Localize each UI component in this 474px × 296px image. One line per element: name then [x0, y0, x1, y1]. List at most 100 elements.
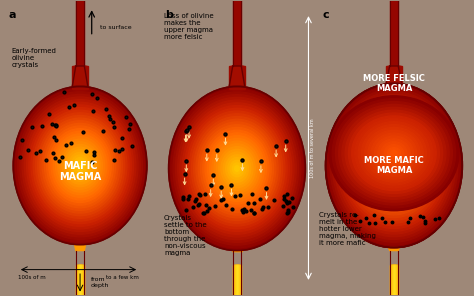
Ellipse shape — [191, 114, 283, 223]
Ellipse shape — [24, 100, 136, 231]
Polygon shape — [232, 66, 242, 86]
Bar — [391, 66, 397, 86]
Bar — [234, 66, 240, 89]
Bar — [236, 265, 238, 295]
Polygon shape — [234, 66, 240, 86]
Ellipse shape — [371, 138, 417, 193]
Bar — [387, 66, 401, 86]
Ellipse shape — [169, 86, 305, 250]
Text: c: c — [322, 10, 329, 20]
Text: Early-formed
olivine
crystals: Early-formed olivine crystals — [12, 48, 56, 68]
Polygon shape — [386, 66, 401, 83]
Polygon shape — [393, 66, 395, 83]
Ellipse shape — [339, 100, 448, 231]
Ellipse shape — [187, 108, 287, 229]
Ellipse shape — [384, 145, 404, 162]
Ellipse shape — [33, 110, 127, 221]
Bar — [389, 66, 399, 86]
Ellipse shape — [330, 89, 458, 242]
Ellipse shape — [387, 157, 401, 174]
Polygon shape — [79, 66, 82, 86]
Text: MORE MAFIC
MAGMA: MORE MAFIC MAGMA — [364, 156, 424, 175]
Polygon shape — [230, 66, 244, 86]
Bar — [235, 265, 239, 295]
Ellipse shape — [365, 130, 424, 201]
Ellipse shape — [383, 152, 405, 179]
Bar — [77, 265, 83, 295]
Ellipse shape — [64, 147, 96, 184]
Ellipse shape — [329, 96, 459, 211]
Text: 100s of m to several km: 100s of m to several km — [310, 118, 315, 178]
Ellipse shape — [352, 116, 436, 191]
Bar — [229, 66, 245, 89]
Bar — [80, 265, 81, 295]
Ellipse shape — [76, 160, 84, 171]
Polygon shape — [235, 66, 239, 86]
Bar — [235, 265, 239, 295]
Ellipse shape — [217, 144, 257, 193]
Polygon shape — [230, 66, 244, 86]
Polygon shape — [387, 66, 401, 83]
Text: Crystals
settle to the
bottom
through the
non-viscous
magma: Crystals settle to the bottom through th… — [164, 215, 207, 256]
Bar — [76, 265, 84, 295]
Bar — [231, 66, 243, 89]
Ellipse shape — [46, 126, 113, 205]
Ellipse shape — [22, 97, 138, 234]
Ellipse shape — [328, 86, 460, 245]
Ellipse shape — [387, 147, 401, 159]
Polygon shape — [389, 66, 399, 83]
Ellipse shape — [171, 89, 303, 248]
Ellipse shape — [78, 163, 82, 168]
Ellipse shape — [380, 149, 408, 182]
Text: Crystals re-
melt in the
hotter lower
magma, making
it more mafic: Crystals re- melt in the hotter lower ma… — [319, 213, 376, 247]
Bar — [235, 265, 239, 295]
Bar — [392, 265, 395, 295]
Ellipse shape — [385, 155, 403, 176]
Polygon shape — [387, 66, 401, 83]
Ellipse shape — [362, 127, 426, 204]
Polygon shape — [74, 66, 86, 86]
Ellipse shape — [189, 111, 285, 226]
Bar — [77, 265, 82, 295]
Text: MAFIC
MAGMA: MAFIC MAGMA — [59, 161, 101, 182]
Bar — [235, 66, 239, 89]
Ellipse shape — [60, 142, 100, 189]
Bar — [391, 265, 397, 295]
Ellipse shape — [360, 125, 428, 207]
Ellipse shape — [203, 128, 271, 210]
Ellipse shape — [365, 128, 423, 179]
Bar — [393, 265, 394, 295]
Bar — [230, 66, 244, 89]
Bar — [73, 66, 87, 89]
Polygon shape — [392, 66, 395, 83]
Bar — [392, 265, 396, 295]
Bar — [392, 265, 397, 295]
Ellipse shape — [219, 147, 255, 190]
Polygon shape — [391, 66, 397, 83]
Ellipse shape — [54, 134, 107, 197]
Bar — [236, 66, 238, 89]
Bar — [393, 66, 394, 86]
Ellipse shape — [38, 115, 122, 216]
Text: b: b — [165, 10, 173, 20]
Ellipse shape — [201, 125, 273, 212]
Ellipse shape — [389, 160, 399, 171]
Ellipse shape — [71, 155, 89, 176]
Ellipse shape — [378, 147, 410, 185]
Polygon shape — [389, 66, 400, 83]
Bar — [234, 66, 240, 89]
Bar — [234, 265, 240, 295]
Ellipse shape — [212, 139, 262, 199]
Polygon shape — [73, 66, 88, 86]
Ellipse shape — [230, 160, 244, 177]
Ellipse shape — [355, 119, 433, 188]
Bar — [232, 66, 242, 89]
Bar — [80, 66, 81, 89]
Ellipse shape — [62, 144, 98, 187]
Bar — [391, 66, 397, 86]
Bar — [388, 66, 400, 86]
Bar — [392, 265, 396, 295]
Ellipse shape — [178, 97, 296, 240]
Ellipse shape — [358, 122, 429, 185]
Ellipse shape — [58, 139, 102, 192]
